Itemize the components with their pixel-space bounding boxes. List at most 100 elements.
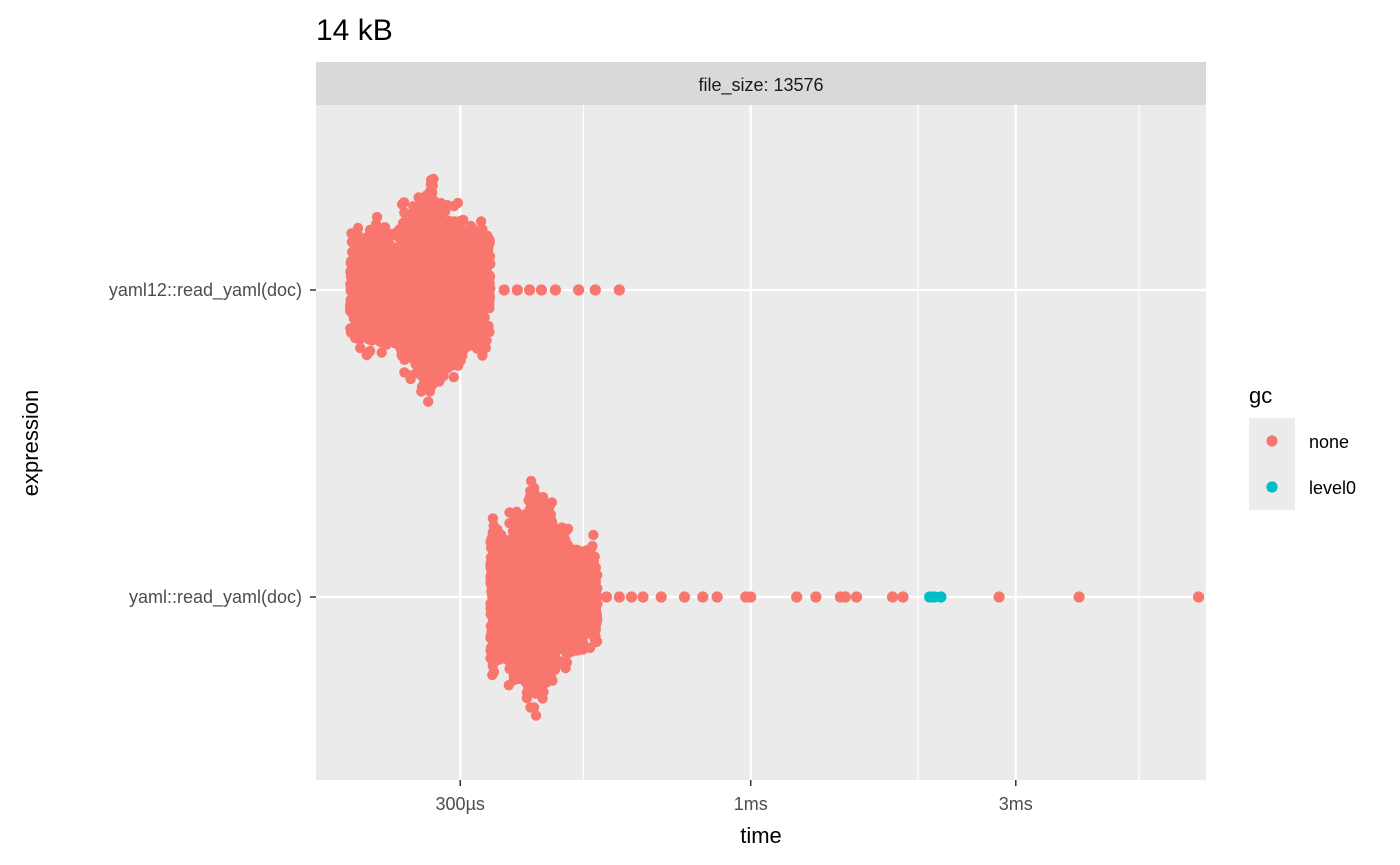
body-point — [391, 261, 402, 272]
body-point — [421, 230, 432, 242]
body-point — [437, 231, 448, 242]
tail-point — [524, 284, 536, 296]
body-point — [485, 552, 497, 563]
body-point — [472, 303, 484, 315]
body-point — [475, 216, 487, 227]
body-point — [409, 279, 420, 290]
body-point — [567, 546, 579, 557]
body-point — [371, 246, 383, 257]
body-point — [512, 611, 524, 622]
body-point — [366, 335, 377, 346]
chart-title: 14 kB — [316, 14, 393, 47]
body-point — [411, 353, 422, 364]
body-point — [413, 219, 424, 231]
body-point — [413, 192, 424, 203]
body-point — [495, 531, 506, 542]
body-point — [439, 296, 450, 307]
body-point — [380, 222, 391, 233]
body-point — [541, 507, 552, 518]
body-point — [484, 294, 495, 305]
tail-point — [511, 284, 523, 296]
body-point — [353, 247, 365, 258]
body-point — [436, 287, 447, 298]
body-point — [397, 236, 408, 248]
body-point — [376, 347, 387, 358]
tail-point — [589, 284, 601, 296]
data-points — [344, 173, 1205, 721]
body-point — [359, 267, 371, 278]
body-point — [448, 372, 459, 383]
tail-point — [535, 284, 548, 296]
body-point — [348, 232, 359, 243]
body-point — [428, 367, 440, 378]
body-point — [445, 339, 456, 350]
body-point — [396, 199, 408, 210]
body-point — [525, 502, 536, 513]
tail-point — [549, 284, 562, 296]
body-point — [446, 319, 457, 330]
body-point — [393, 339, 405, 350]
body-point — [480, 277, 491, 289]
body-point — [393, 281, 404, 292]
body-point — [371, 211, 383, 223]
body-point — [375, 290, 386, 301]
body-point — [436, 268, 447, 279]
body-point — [427, 349, 438, 361]
body-point — [465, 334, 477, 345]
body-point — [397, 302, 408, 314]
body-point — [415, 297, 427, 308]
body-point — [385, 319, 396, 330]
body-point — [421, 206, 432, 217]
body-point — [467, 222, 478, 234]
body-point — [383, 241, 394, 252]
body-point — [470, 288, 482, 299]
body-point — [479, 233, 490, 244]
body-point — [456, 305, 468, 316]
body-point — [405, 370, 416, 381]
tail-point — [613, 284, 625, 296]
facet-strip — [316, 62, 1206, 105]
body-point — [353, 282, 365, 293]
body-point — [409, 330, 420, 342]
body-point — [380, 230, 392, 242]
body-point — [427, 335, 438, 346]
body-point — [469, 254, 480, 266]
body-point — [394, 312, 405, 324]
body-point — [375, 298, 386, 309]
body-point — [418, 347, 429, 359]
tail-point — [498, 284, 510, 296]
body-point — [416, 245, 428, 256]
body-point — [490, 559, 501, 571]
body-point — [355, 317, 366, 328]
body-point — [467, 242, 479, 254]
body-point — [422, 317, 433, 328]
body-point — [404, 217, 415, 228]
body-point — [525, 475, 537, 487]
body-point — [452, 290, 463, 301]
body-point — [443, 362, 454, 373]
body-point — [364, 319, 375, 330]
body-point — [454, 241, 466, 253]
body-point — [345, 327, 357, 338]
body-point — [464, 309, 475, 320]
body-point — [362, 256, 373, 267]
body-point — [421, 190, 432, 201]
body-point — [447, 307, 458, 318]
body-point — [396, 349, 407, 360]
body-point — [425, 179, 437, 190]
body-point — [423, 396, 434, 407]
body-point — [375, 328, 386, 339]
body-point — [457, 340, 468, 351]
body-point — [366, 295, 378, 306]
body-point — [497, 545, 508, 556]
body-point — [403, 228, 414, 240]
body-point — [461, 265, 473, 276]
body-point — [381, 253, 392, 264]
body-point — [476, 264, 487, 276]
body-point — [425, 308, 436, 319]
body-point — [352, 306, 363, 317]
body-point — [471, 343, 483, 354]
body-point — [408, 201, 419, 212]
body-point — [387, 271, 398, 282]
body-point — [547, 660, 558, 671]
